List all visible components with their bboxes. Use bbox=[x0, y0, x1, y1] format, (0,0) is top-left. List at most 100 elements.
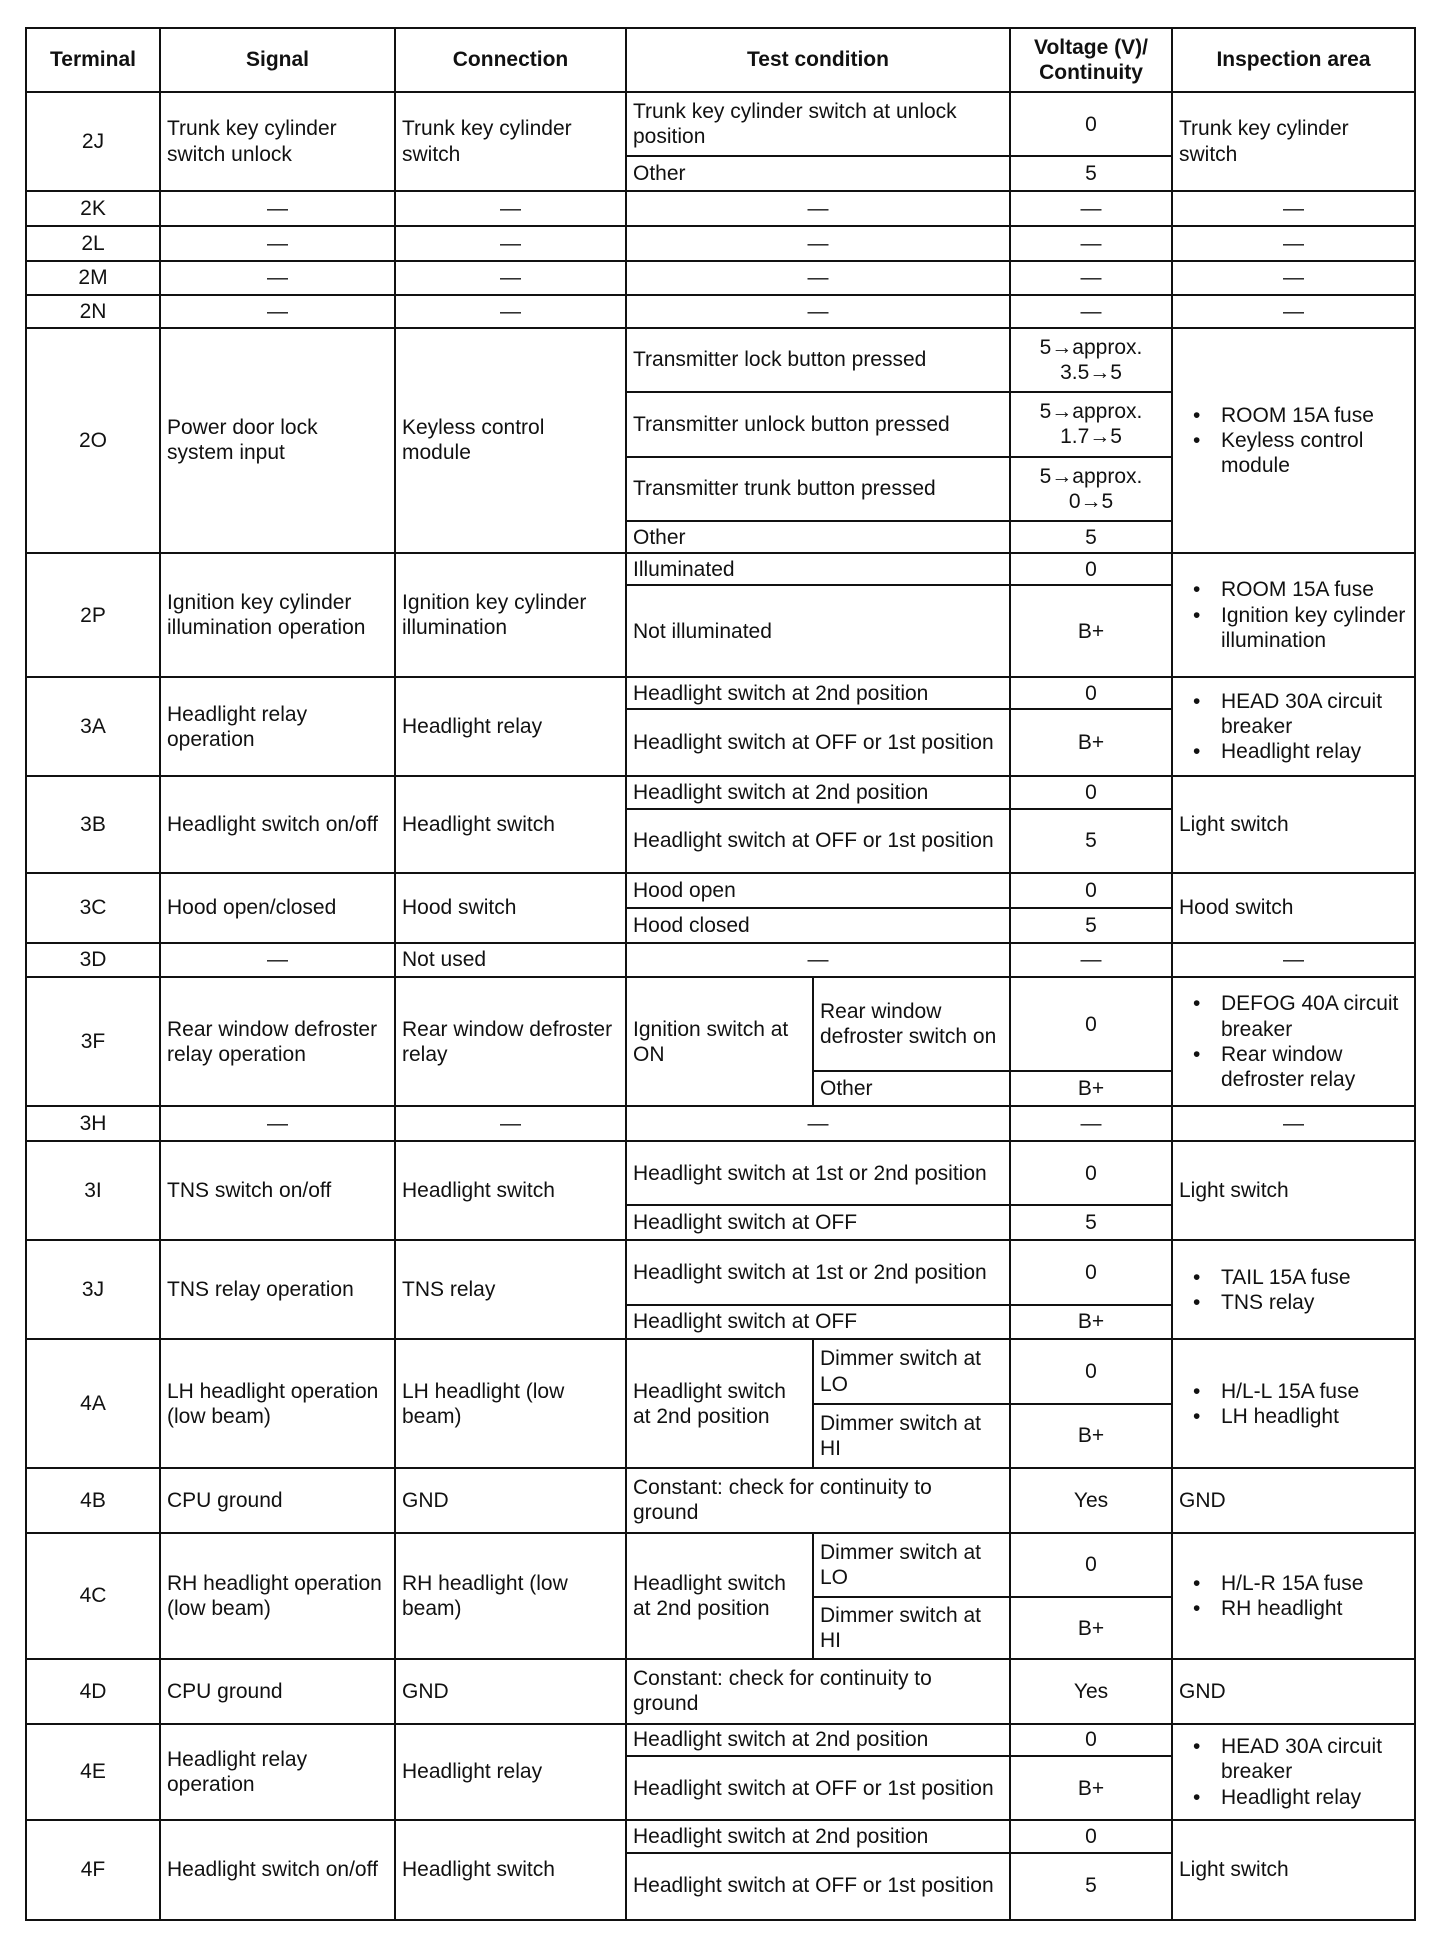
inspection-cell: Light switch bbox=[1171, 1819, 1416, 1921]
signal-cell: Headlight switch on/off bbox=[159, 775, 396, 875]
test-condition-cell: Transmitter trunk button pressed bbox=[625, 455, 1011, 522]
voltage-cell: 5→approx. 1.7→5 bbox=[1009, 391, 1173, 458]
test-condition-cell: Transmitter unlock button pressed bbox=[625, 391, 1011, 458]
test-condition-cell: Other bbox=[625, 155, 1011, 193]
table-row: 4A LH headlight operation (low beam) LH he… bbox=[25, 1338, 1416, 1470]
test-condition-cell: Headlight switch at OFF or 1st position bbox=[625, 1754, 1011, 1822]
terminal-cell: 4F bbox=[25, 1819, 161, 1921]
inspection-item: ROOM 15A fuse bbox=[1193, 403, 1408, 428]
connection-cell: Keyless control module bbox=[394, 326, 627, 555]
voltage-cell: 5 bbox=[1009, 1204, 1173, 1242]
signal-cell: Headlight switch on/off bbox=[159, 1819, 396, 1921]
terminal-cell: 3I bbox=[25, 1139, 161, 1242]
table-subrow: Headlight switch at OFF 5 bbox=[26, 1204, 1415, 1242]
voltage-cell: 0 bbox=[1009, 552, 1173, 587]
voltage-cell: 0 bbox=[1009, 1338, 1173, 1405]
signal-cell: Rear window defroster relay operation bbox=[159, 976, 396, 1108]
table-subrow: Other 5 bbox=[26, 519, 1415, 555]
header-voltage: Voltage (V)/ Continuity bbox=[1009, 27, 1173, 93]
table-subrow: Transmitter unlock button pressed 5→appro… bbox=[26, 391, 1415, 458]
signal-cell: LH headlight operation (low beam) bbox=[159, 1338, 396, 1470]
voltage-cell: 0 bbox=[1009, 1531, 1173, 1599]
inspection-cell: HEAD 30A circuit breakerHeadlight relay bbox=[1171, 1722, 1416, 1822]
inspection-cell: ROOM 15A fuseKeyless control module bbox=[1171, 326, 1416, 555]
inspection-list: HEAD 30A circuit breakerHeadlight relay bbox=[1179, 1734, 1408, 1810]
inspection-item: DEFOG 40A circuit breaker bbox=[1193, 991, 1408, 1041]
test-condition-cell: Headlight switch at OFF bbox=[625, 1303, 1011, 1341]
test-condition-cell: Dimmer switch at HI bbox=[812, 1402, 1011, 1470]
test-condition-cell: Rear window defroster switch on bbox=[812, 976, 1011, 1073]
connection-cell: Headlight relay bbox=[394, 676, 627, 778]
voltage-cell: B+ bbox=[1009, 1402, 1173, 1470]
terminal-cell: 3F bbox=[25, 976, 161, 1108]
voltage-cell: 5 bbox=[1009, 807, 1173, 875]
terminal-cell: 2K bbox=[25, 190, 161, 227]
connection-cell: — bbox=[394, 224, 627, 262]
signal-cell: TNS switch on/off bbox=[159, 1139, 396, 1242]
terminal-inspection-table: Terminal Signal Connection Test conditio… bbox=[25, 27, 1416, 1921]
test-condition-cell: — bbox=[625, 259, 1011, 297]
table-row: 3C Hood open/closed Hood switch Hood open 0 H… bbox=[25, 872, 1416, 944]
table-subrow: Headlight switch at OFF or 1st position 5 bbox=[26, 807, 1415, 875]
inspection-cell: DEFOG 40A circuit breakerRear window def… bbox=[1171, 976, 1416, 1108]
inspection-cell: Trunk key cylinder switch bbox=[1171, 90, 1416, 193]
table-row: 3A Headlight relay operation Headlight rel… bbox=[25, 676, 1416, 778]
connection-cell: Rear window defroster relay bbox=[394, 976, 627, 1108]
inspection-cell: ROOM 15A fuseIgnition key cylinder illum… bbox=[1171, 552, 1416, 679]
table-subrow: Headlight switch at OFF or 1st position 5 bbox=[26, 1851, 1415, 1921]
header-signal: Signal bbox=[159, 27, 396, 93]
table-row: 3F Rear window defroster relay operation R… bbox=[25, 976, 1416, 1108]
connection-cell: Not used bbox=[394, 941, 627, 979]
test-condition-cell: Headlight switch at OFF or 1st position bbox=[625, 708, 1011, 778]
test-condition-cell: Not illuminated bbox=[625, 584, 1011, 679]
test-condition-cell: Dimmer switch at LO bbox=[812, 1338, 1011, 1405]
test-condition-cell: Illuminated bbox=[625, 552, 1011, 587]
voltage-cell: — bbox=[1009, 294, 1173, 329]
header-inspection: Inspection area bbox=[1171, 27, 1416, 93]
connection-cell: — bbox=[394, 190, 627, 227]
voltage-cell: B+ bbox=[1009, 1070, 1173, 1108]
voltage-cell: B+ bbox=[1009, 1754, 1173, 1822]
inspection-item: H/L-R 15A fuse bbox=[1193, 1571, 1408, 1596]
connection-cell: RH headlight (low beam) bbox=[394, 1531, 627, 1661]
terminal-cell: 4A bbox=[25, 1338, 161, 1470]
terminal-cell: 4E bbox=[25, 1722, 161, 1822]
voltage-cell: 0 bbox=[1009, 976, 1173, 1073]
connection-cell: Trunk key cylinder switch bbox=[394, 90, 627, 193]
inspection-list: H/L-L 15A fuseLH headlight bbox=[1179, 1379, 1408, 1430]
signal-cell: — bbox=[159, 294, 396, 329]
terminal-cell: 2L bbox=[25, 224, 161, 262]
terminal-cell: 2M bbox=[25, 259, 161, 297]
header-row: Terminal Signal Connection Test conditio… bbox=[25, 27, 1416, 93]
test-condition-cell: Constant: check for continuity to ground bbox=[625, 1467, 1011, 1534]
connection-cell: — bbox=[394, 294, 627, 329]
inspection-cell: Light switch bbox=[1171, 775, 1416, 875]
connection-cell: Headlight switch bbox=[394, 1139, 627, 1242]
inspection-cell: Hood switch bbox=[1171, 872, 1416, 944]
test-condition-cell: Other bbox=[812, 1070, 1011, 1108]
table-subrow: Headlight switch at OFF B+ bbox=[26, 1303, 1415, 1341]
inspection-item: RH headlight bbox=[1193, 1596, 1408, 1621]
voltage-cell: 0 bbox=[1009, 1239, 1173, 1306]
signal-cell: — bbox=[159, 190, 396, 227]
voltage-cell: 5 bbox=[1009, 1851, 1173, 1921]
voltage-cell: B+ bbox=[1009, 584, 1173, 679]
inspection-cell: — bbox=[1171, 294, 1416, 329]
inspection-item: TNS relay bbox=[1193, 1290, 1408, 1315]
voltage-cell: 5→approx. 0→5 bbox=[1009, 455, 1173, 522]
table-row: 3J TNS relay operation TNS relay Headlight … bbox=[25, 1239, 1416, 1341]
signal-cell: Headlight relay operation bbox=[159, 676, 396, 778]
voltage-cell: 0 bbox=[1009, 90, 1173, 158]
voltage-cell: 0 bbox=[1009, 775, 1173, 810]
inspection-cell: — bbox=[1171, 941, 1416, 979]
test-condition-cell: — bbox=[625, 224, 1011, 262]
connection-cell: — bbox=[394, 1105, 627, 1142]
terminal-cell: 3J bbox=[25, 1239, 161, 1341]
inspection-list: ROOM 15A fuseIgnition key cylinder illum… bbox=[1179, 577, 1408, 653]
table-row: 3I TNS switch on/off Headlight switch Headl… bbox=[25, 1139, 1416, 1242]
test-condition-cell: Headlight switch at 2nd position bbox=[625, 1819, 1011, 1854]
inspection-item: Headlight relay bbox=[1193, 1785, 1408, 1810]
voltage-cell: — bbox=[1009, 224, 1173, 262]
table-subrow: Dimmer switch at HI B+ bbox=[26, 1596, 1415, 1661]
test-condition-cell: Other bbox=[625, 519, 1011, 555]
